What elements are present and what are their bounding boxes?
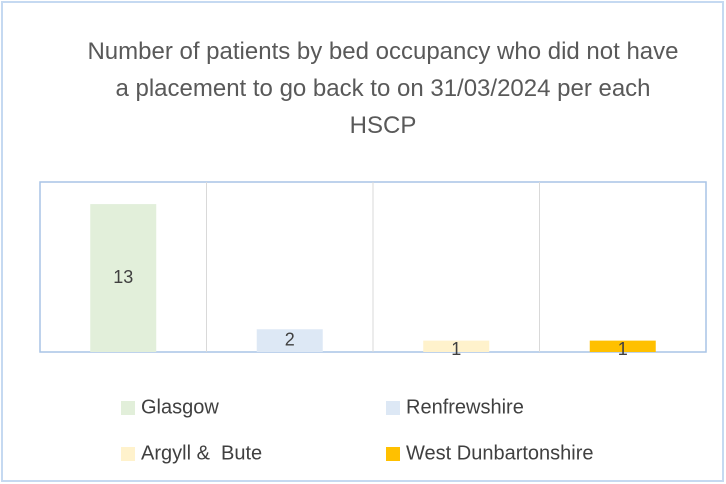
chart-title: Number of patients by bed occupancy who … [87,38,679,139]
data-label: 2 [285,329,295,349]
bar [423,340,490,352]
legend-swatch [121,401,135,415]
legend-label: West Dunbartonshire [406,442,594,464]
data-label: 13 [113,267,133,287]
legend-label: Glasgow [141,396,219,418]
data-label: 1 [618,339,628,359]
bar [589,340,656,352]
legend-swatch [121,447,135,461]
data-label: 1 [451,339,461,359]
legend-swatch [386,447,400,461]
bar [256,329,323,352]
legend-label: Renfrewshire [406,396,524,418]
legend-label: Argyll & Bute [141,442,262,464]
bar [90,204,157,352]
legend-swatch [386,401,400,415]
